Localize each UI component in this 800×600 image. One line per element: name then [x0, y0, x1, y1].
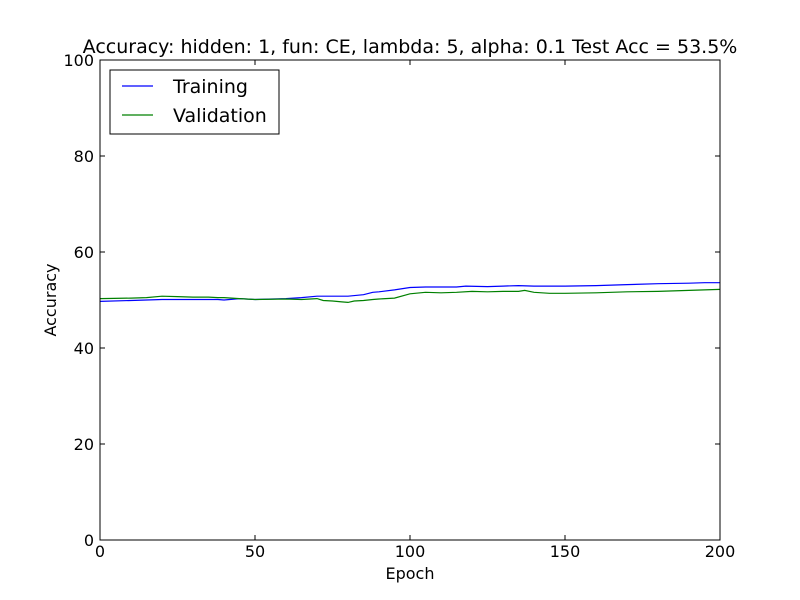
y-axis-label: Accuracy	[41, 263, 60, 336]
x-tick-label: 0	[95, 542, 105, 561]
legend-box	[109, 69, 280, 135]
x-tick-label: 150	[550, 542, 581, 561]
y-tick-label: 60	[74, 243, 94, 262]
series-line-validation	[99, 288, 721, 304]
y-tick-label: 40	[74, 339, 94, 358]
x-tick-label: 50	[245, 542, 265, 561]
y-tick-label: 80	[74, 147, 94, 166]
y-tick-label: 100	[63, 51, 94, 70]
x-tick-label: 200	[705, 542, 736, 561]
chart-title: Accuracy: hidden: 1, fun: CE, lambda: 5,…	[83, 36, 738, 58]
ticks-layer: 0 50 100 150 200 0 20 40 60 80 100	[63, 51, 735, 561]
legend-label-validation: Validation	[173, 105, 267, 127]
y-tick-label: 0	[84, 531, 94, 550]
legend-label-training: Training	[172, 76, 248, 98]
series-layer	[99, 282, 721, 304]
x-tick-label: 100	[395, 542, 426, 561]
x-axis-label: Epoch	[386, 564, 435, 583]
series-line-training	[99, 282, 720, 302]
y-tick-label: 20	[74, 435, 94, 454]
legend: Training Validation	[109, 69, 280, 135]
